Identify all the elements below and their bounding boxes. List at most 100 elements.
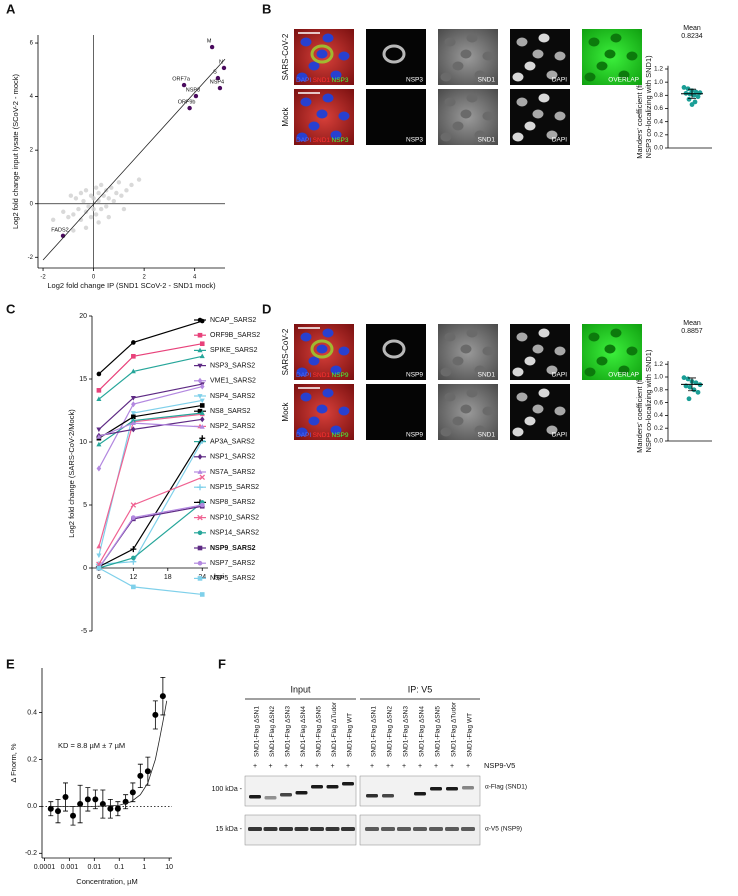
channel-label: DAPI [552,137,567,144]
marker [197,363,203,369]
antibody-label: α-Flag (SND1) [485,784,527,791]
merge-channel: DAPI [296,372,311,379]
y-tick-label: 5 [83,502,87,509]
antibody-label: α-V5 (NSP9) [485,826,522,833]
marker [96,388,102,393]
x-tick-label: -2 [40,275,46,281]
channel-label: SND1 [478,137,496,144]
nucleus [512,72,524,82]
nucleus [308,416,320,426]
band [280,793,292,797]
marker [130,417,136,423]
point [77,801,84,808]
merge-channel: SND1 [313,77,331,84]
marker [197,347,203,353]
point-label: ORF7a [172,77,191,83]
point [71,212,76,217]
marker [199,353,205,359]
nucleus [516,392,528,402]
nucleus [546,70,558,80]
point [217,85,223,91]
infected-cell [382,44,406,64]
series-line [98,422,203,438]
lane-label: SND1-Flag ΔSN5 [316,706,323,757]
series-line [98,567,203,596]
point [685,376,691,382]
y-tick-label: 0.4 [27,709,37,716]
treatment: + [299,763,303,770]
y-tick-label: 2 [30,148,34,154]
lane-label: SND1-Flag ΔSN3 [285,706,292,757]
size-marker: 15 kDa - [216,826,243,833]
nucleus [538,328,550,338]
nucleus [482,406,494,416]
legend-label: NS7A_SARS2 [210,469,255,476]
nucleus [596,356,608,366]
infected-cell [382,339,406,359]
lane-label: SND1-Flag ΔSN2 [387,706,394,757]
point [159,693,166,700]
legend-label: NSP14_SARS2 [210,530,259,537]
fit-line [50,700,168,807]
nucleus [596,61,608,71]
point [121,206,127,212]
nucleus [322,33,334,43]
nucleus [516,97,528,107]
condition-label: SARS-CoV-2 [281,33,290,80]
series-line [98,437,203,568]
group-title: IP: V5 [408,684,433,694]
marker [131,414,136,420]
point [81,198,86,204]
merge-channel: DAPI [296,137,311,144]
treatment: + [330,763,334,770]
legend-label: ORF9B_SARS2 [210,332,260,339]
x-tick-label: 10 [165,864,173,871]
legend-label: SPIKE_SARS2 [210,347,258,354]
nucleus [440,72,452,82]
point [681,85,687,90]
nucleus [460,109,472,119]
x-tick-label: 6 [97,574,101,581]
point [144,768,151,775]
marker [96,434,102,439]
micrograph [366,29,426,85]
point [83,188,89,193]
legend-label: NSP7_SARS2 [210,560,255,567]
nucleus [466,388,478,398]
point [689,102,695,107]
y-tick-label: 0.8 [654,387,663,394]
panel-letter: D [262,301,271,316]
nucleus [584,72,596,82]
y-tick-label: 0.8 [654,92,663,99]
nucleus [444,392,456,402]
point [114,805,121,812]
nucleus [618,365,630,375]
point [686,396,692,402]
nucleus [474,70,486,80]
merge-channel: SND1 [313,372,331,379]
nucleus [474,365,486,375]
legend-label: NSP2_SARS2 [210,423,255,430]
marker [131,515,136,520]
nucleus [452,356,464,366]
nucleus [610,33,622,43]
nucleus [474,425,486,435]
panel-letter: F [218,656,226,671]
nucleus [588,37,600,47]
nucleus [532,404,544,414]
nucleus [546,425,558,435]
lane-label: SND1-Flag WT [467,713,474,757]
point [114,190,119,196]
y-axis-title: Log2 fold change (SARS-CoV-2/Mock) [67,409,76,538]
legend-label: NSP5_SARS2 [210,575,255,582]
treatment: + [434,763,438,770]
point [681,375,687,381]
x-tick-label: 12 [129,574,137,581]
marker [197,530,203,536]
channel-label: SND1 [478,77,496,84]
sd-bar [688,377,696,392]
y-tick-label: 1.2 [654,66,663,73]
point-label: FADS2 [51,227,68,233]
legend-label: NSP9_SARS2 [210,545,256,552]
